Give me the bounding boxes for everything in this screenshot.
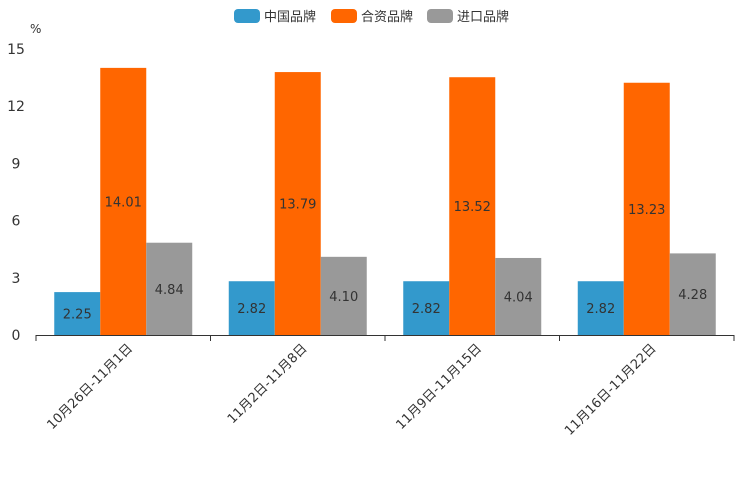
bars: 2.25 14.01 4.84 2.82 13.79 4.10 2.82 13.52 4.04 2… [54, 67, 716, 336]
legend-swatch-3[interactable] [427, 9, 453, 23]
x-category-label-3: 11月9日-11月15日 [393, 341, 485, 433]
data-label-3-2: 4.10 [329, 290, 358, 305]
data-label-1-4: 2.82 [586, 302, 615, 317]
data-label-3-4: 4.28 [678, 288, 707, 303]
bar-2-4[interactable] [623, 82, 670, 335]
y-tick-label-6: 6 [12, 214, 21, 230]
bar-3-4[interactable] [669, 253, 716, 335]
legend-label-1[interactable]: 中国品牌 [264, 9, 316, 25]
data-label-2-1: 14.01 [105, 195, 142, 210]
x-category-label-2: 11月2日-11月8日 [225, 341, 311, 427]
data-label-2-2: 13.79 [279, 198, 316, 213]
bar-1-4[interactable] [577, 281, 624, 335]
y-tick-label-9: 9 [12, 156, 21, 172]
y-tick-label-3: 3 [12, 271, 21, 287]
bar-3-2[interactable] [320, 256, 367, 335]
legend-swatch-2[interactable] [331, 9, 357, 23]
y-tick-label-0: 0 [12, 328, 21, 344]
x-category-label-4: 11月16日-11月22日 [562, 341, 659, 438]
bar-1-2[interactable] [228, 281, 275, 335]
bar-2-2[interactable] [274, 72, 321, 335]
bar-1-3[interactable] [403, 281, 450, 335]
bar-3-1[interactable] [146, 242, 193, 335]
data-label-3-3: 4.04 [504, 290, 533, 305]
x-category-label-1: 10月26日-11月1日 [44, 341, 136, 433]
bar-1-1[interactable] [54, 292, 101, 335]
legend-label-2[interactable]: 合资品牌 [361, 9, 413, 25]
data-label-3-1: 4.84 [155, 283, 184, 298]
y-axis-unit-label: % [30, 22, 41, 36]
y-axis: 0 3 6 9 12 15 [7, 42, 25, 344]
legend-label-3[interactable]: 进口品牌 [457, 9, 509, 25]
data-label-1-2: 2.82 [237, 302, 266, 317]
data-label-2-3: 13.52 [454, 200, 491, 215]
bar-3-3[interactable] [495, 257, 542, 335]
y-tick-label-12: 12 [7, 99, 25, 115]
legend: 中国品牌 合资品牌 进口品牌 [234, 9, 509, 25]
bar-2-1[interactable] [100, 67, 147, 335]
data-label-2-4: 13.23 [628, 203, 665, 218]
data-label-1-1: 2.25 [63, 308, 92, 323]
x-axis: 10月26日-11月1日 11月2日-11月8日 11月9日-11月15日 11月16… [35, 335, 735, 439]
data-label-1-3: 2.82 [412, 302, 441, 317]
y-tick-label-15: 15 [7, 42, 25, 58]
bar-2-3[interactable] [449, 77, 496, 336]
legend-swatch-1[interactable] [234, 9, 260, 23]
